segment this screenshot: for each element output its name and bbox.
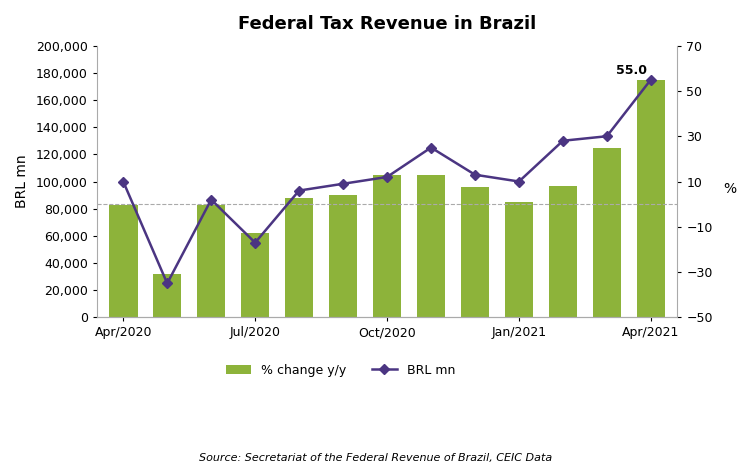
Bar [505, 202, 533, 317]
Bar [285, 198, 313, 317]
BRL mn [514, 179, 523, 185]
BRL mn [382, 174, 391, 180]
BRL mn [602, 133, 611, 139]
BRL mn [294, 188, 303, 193]
Bar [460, 187, 489, 317]
Line: BRL mn: BRL mn [119, 76, 654, 287]
Bar [549, 185, 578, 317]
Bar [372, 175, 401, 317]
BRL mn [470, 172, 479, 178]
Bar [593, 148, 621, 317]
Bar [241, 233, 270, 317]
BRL mn [559, 138, 568, 144]
Text: 55.0: 55.0 [616, 64, 647, 77]
Bar [197, 205, 225, 317]
Y-axis label: %: % [723, 182, 736, 196]
BRL mn [647, 77, 656, 82]
Y-axis label: BRL mn: BRL mn [15, 155, 29, 208]
Bar [637, 80, 665, 317]
Bar [329, 195, 357, 317]
Text: Source: Secretariat of the Federal Revenue of Brazil, CEIC Data: Source: Secretariat of the Federal Reven… [199, 453, 552, 463]
BRL mn [251, 240, 260, 246]
BRL mn [163, 281, 172, 286]
Bar [153, 274, 182, 317]
Bar [417, 175, 445, 317]
BRL mn [427, 145, 436, 151]
Bar [109, 205, 137, 317]
BRL mn [119, 179, 128, 185]
Legend: % change y/y, BRL mn: % change y/y, BRL mn [222, 359, 460, 382]
BRL mn [339, 181, 348, 186]
BRL mn [207, 197, 216, 202]
Title: Federal Tax Revenue in Brazil: Federal Tax Revenue in Brazil [238, 15, 536, 33]
